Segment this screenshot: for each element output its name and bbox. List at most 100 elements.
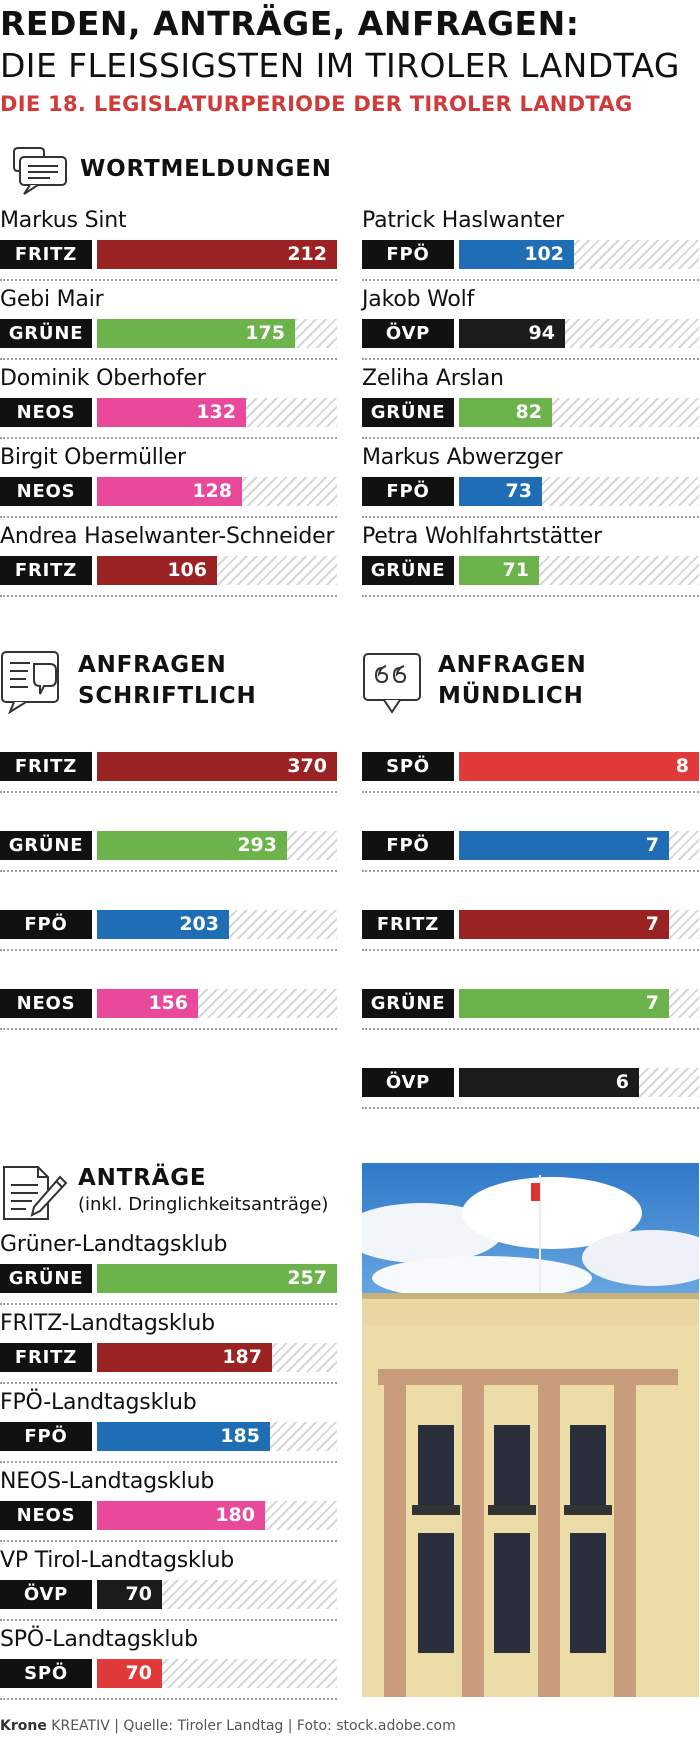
- bar-row: FRITZ 370: [0, 752, 337, 781]
- row-separator: [362, 949, 699, 951]
- bar-row: ÖVP 94: [362, 319, 699, 348]
- bar-value-label: 82: [515, 401, 542, 423]
- bar-row: FPÖ 7: [362, 831, 699, 860]
- bar-övp: 94: [459, 319, 565, 348]
- row-separator: [0, 1540, 337, 1542]
- page-title-line-2: DIE FLEISSIGSTEN IM TIROLER LANDTAG: [0, 46, 680, 85]
- bar-row: GRÜNE 257: [0, 1264, 337, 1293]
- section-subtitle-antraege: (inkl. Dringlichkeitsanträge): [78, 1194, 329, 1215]
- bar-row: NEOS 180: [0, 1501, 337, 1530]
- bar-row: FPÖ 203: [0, 910, 337, 939]
- bar-fritz: 212: [97, 240, 337, 269]
- bar-name-label: FRITZ-Landtagsklub: [0, 1311, 215, 1336]
- bar-name-label: Petra Wohlfahrtstätter: [362, 524, 602, 549]
- bar-track: 293: [97, 831, 337, 860]
- row-separator: [0, 949, 337, 951]
- bar-value-label: 180: [215, 1504, 255, 1526]
- bar-track: 156: [97, 989, 337, 1018]
- bar-value-label: 132: [196, 401, 236, 423]
- bar-fpö: 102: [459, 240, 574, 269]
- bar-value-label: 128: [192, 480, 232, 502]
- row-separator: [0, 1303, 337, 1305]
- bar-name-label: Jakob Wolf: [362, 287, 475, 312]
- party-badge: GRÜNE: [0, 1264, 92, 1293]
- footer-brand: Krone: [0, 1718, 47, 1734]
- section-title-antraege: ANTRÄGE: [78, 1165, 207, 1191]
- bar-row: GRÜNE 82: [362, 398, 699, 427]
- bar-fpö: 185: [97, 1422, 270, 1451]
- bar-track: 132: [97, 398, 337, 427]
- bar-name-label: Birgit Obermüller: [0, 445, 186, 470]
- bar-name-label: Markus Sint: [0, 208, 127, 233]
- party-badge: FRITZ: [0, 752, 92, 781]
- row-separator: [362, 358, 699, 360]
- bar-grüne: 175: [97, 319, 295, 348]
- party-badge: GRÜNE: [362, 989, 454, 1018]
- row-separator: [362, 516, 699, 518]
- bar-grüne: 293: [97, 831, 287, 860]
- bar-row: GRÜNE 7: [362, 989, 699, 1018]
- row-separator: [0, 279, 337, 281]
- row-separator: [0, 358, 337, 360]
- bar-övp: 70: [97, 1580, 162, 1609]
- bar-value-label: 70: [125, 1662, 152, 1684]
- party-badge: FRITZ: [362, 910, 454, 939]
- bar-neos: 180: [97, 1501, 265, 1530]
- bar-fpö: 203: [97, 910, 229, 939]
- bar-track: 7: [459, 831, 699, 860]
- party-badge: FPÖ: [362, 240, 454, 269]
- bar-name-label: Gebi Mair: [0, 287, 104, 312]
- section-title-anfragen-muendlich: ANFRAGEN MÜNDLICH: [438, 650, 587, 712]
- party-badge: GRÜNE: [0, 319, 92, 348]
- row-separator: [0, 870, 337, 872]
- bar-name-label: Patrick Haslwanter: [362, 208, 564, 233]
- bar-row: FPÖ 102: [362, 240, 699, 269]
- section-title-line-1: ANFRAGEN: [78, 652, 227, 678]
- bar-track: 8: [459, 752, 699, 781]
- party-badge: FPÖ: [362, 831, 454, 860]
- bar-value-label: 71: [502, 559, 529, 581]
- bar-fpö: 7: [459, 831, 669, 860]
- section-title-line-2: SCHRIFTLICH: [78, 683, 257, 709]
- bar-row: FPÖ 185: [0, 1422, 337, 1451]
- bar-value-label: 185: [220, 1425, 260, 1447]
- bar-row: NEOS 128: [0, 477, 337, 506]
- bar-track: 70: [97, 1580, 337, 1609]
- party-badge: SPÖ: [362, 752, 454, 781]
- bar-track: 212: [97, 240, 337, 269]
- row-separator: [0, 516, 337, 518]
- footer-source: KREATIV | Quelle: Tiroler Landtag | Foto…: [46, 1718, 456, 1734]
- bar-row: ÖVP 6: [362, 1068, 699, 1097]
- quote-bubble-icon: [363, 653, 421, 714]
- bar-grüne: 257: [97, 1264, 337, 1293]
- bar-value-label: 203: [179, 913, 219, 935]
- bar-value-label: 94: [528, 322, 555, 344]
- document-speech-icon: [1, 651, 59, 714]
- bar-row: SPÖ 70: [0, 1659, 337, 1688]
- building-photo: [362, 1163, 699, 1697]
- row-separator: [362, 279, 699, 281]
- bar-value-label: 70: [125, 1583, 152, 1605]
- bar-row: FRITZ 212: [0, 240, 337, 269]
- party-badge: ÖVP: [0, 1580, 92, 1609]
- party-badge: FRITZ: [0, 240, 92, 269]
- bar-value-label: 7: [645, 913, 659, 935]
- party-badge: ÖVP: [362, 1068, 454, 1097]
- bar-fritz: 106: [97, 556, 217, 585]
- bar-track: 7: [459, 910, 699, 939]
- bar-value-label: 175: [245, 322, 285, 344]
- bar-övp: 6: [459, 1068, 639, 1097]
- bar-track: 7: [459, 989, 699, 1018]
- bar-value-label: 257: [287, 1267, 327, 1289]
- document-pen-icon: [3, 1166, 68, 1220]
- bar-row: ÖVP 70: [0, 1580, 337, 1609]
- section-title-line-2: MÜNDLICH: [438, 683, 584, 709]
- bar-spö: 70: [97, 1659, 162, 1688]
- bar-value-label: 7: [645, 992, 659, 1014]
- page-subtitle: DIE 18. LEGISLATURPERIODE DER TIROLER LA…: [0, 92, 633, 116]
- bar-track: 370: [97, 752, 337, 781]
- bar-row: FRITZ 106: [0, 556, 337, 585]
- row-separator: [362, 437, 699, 439]
- page-title: REDEN, ANTRÄGE, ANFRAGEN:: [0, 4, 580, 43]
- bar-track: 94: [459, 319, 699, 348]
